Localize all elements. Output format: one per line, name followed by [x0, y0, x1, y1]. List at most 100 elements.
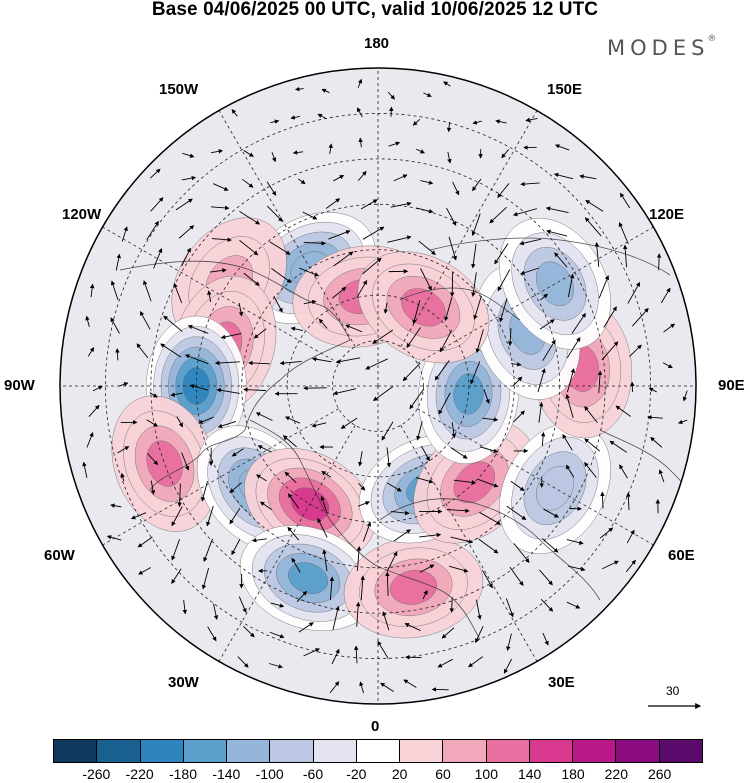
wind-arrow	[311, 422, 327, 428]
wind-arrow	[143, 280, 152, 302]
wind-arrow	[447, 151, 452, 164]
wind-arrow	[146, 220, 159, 240]
wind-arrow	[600, 491, 605, 509]
lon-label-180: 180	[364, 35, 390, 52]
wind-arrow	[298, 622, 314, 633]
wind-arrow	[287, 526, 300, 541]
wind-arrow	[328, 230, 351, 240]
colorbar	[53, 739, 703, 763]
wind-arrow	[631, 307, 649, 327]
wind-arrow	[136, 343, 149, 359]
wind-arrow	[619, 464, 628, 479]
wind-arrow	[255, 474, 267, 482]
wind-arrow	[479, 511, 502, 525]
wind-arrow	[237, 656, 249, 668]
wind-arrow	[355, 601, 361, 627]
wind-arrow	[290, 115, 301, 120]
wind-arrow	[359, 681, 365, 694]
wind-arrow	[269, 241, 291, 255]
wind-arrow	[200, 481, 208, 502]
wind-arrow	[220, 332, 242, 340]
wind-arrow	[471, 243, 477, 269]
wind-arrow	[353, 645, 359, 664]
wind-arrow	[171, 539, 181, 561]
wind-arrow	[619, 192, 631, 209]
wind-arrow	[520, 267, 540, 275]
wind-arrow	[540, 598, 554, 612]
wind-arrow	[663, 323, 676, 333]
wind-arrow	[239, 210, 261, 225]
wind-arrow	[243, 625, 255, 638]
wind-arrow	[284, 416, 301, 424]
wind-arrow	[266, 181, 277, 196]
wind-arrow	[647, 415, 663, 420]
colorbar-tick-label: -60	[302, 766, 324, 782]
wind-arrow	[269, 631, 285, 639]
wind-arrow	[677, 419, 688, 425]
wind-arrow	[385, 571, 390, 597]
wind-arrow	[216, 388, 240, 394]
wind-arrow	[303, 299, 317, 305]
wind-arrow	[650, 436, 663, 448]
wind-arrow	[537, 368, 546, 393]
wind-arrow	[475, 626, 484, 644]
wind-vectors	[82, 78, 688, 694]
wind-arrow	[520, 181, 540, 187]
wind-arrow	[625, 559, 636, 573]
wind-arrow	[627, 281, 641, 304]
wind-arrow	[279, 360, 302, 366]
wind-arrow	[150, 480, 156, 495]
wind-arrow	[615, 405, 631, 417]
colorbar-tick-label: 180	[561, 766, 585, 782]
wind-arrow	[390, 510, 410, 516]
wind-arrow	[505, 598, 514, 618]
wind-arrow	[475, 329, 484, 354]
wind-arrow	[115, 253, 121, 271]
wind-arrow	[360, 199, 378, 210]
graticule	[60, 68, 696, 704]
wind-arrow	[255, 412, 273, 421]
colorbar-tick-label: -100	[255, 766, 284, 782]
wind-arrow	[416, 421, 423, 441]
wind-arrow	[507, 328, 513, 347]
wind-arrow	[267, 205, 283, 222]
wind-arrow	[602, 560, 620, 570]
wind-arrow	[656, 253, 662, 271]
wind-arrow	[403, 679, 417, 688]
wind-arrow	[545, 206, 569, 213]
wind-arrow	[618, 222, 629, 245]
colorbar-tick-label: 20	[391, 766, 408, 782]
wind-arrow	[325, 198, 341, 209]
wind-arrow	[525, 117, 538, 123]
wind-arrow	[584, 405, 598, 423]
latitude-circle	[150, 158, 606, 614]
anomaly-contour	[146, 440, 183, 487]
wind-arrow	[187, 324, 209, 334]
wind-arrow	[482, 417, 499, 422]
colorbar-tick-label: -140	[212, 766, 241, 782]
modes-logo: MODES®	[607, 34, 717, 60]
wind-arrow	[599, 527, 614, 539]
wind-arrow	[538, 401, 544, 423]
wind-arrow	[386, 482, 402, 492]
wind-arrow	[372, 386, 394, 401]
wind-arrow	[189, 384, 208, 391]
wind-arrow	[470, 361, 481, 385]
wind-arrow	[294, 86, 304, 92]
wind-arrow	[138, 567, 152, 575]
anomaly-contour	[389, 569, 438, 605]
colorbar-swatch	[529, 740, 574, 762]
wind-arrow	[567, 565, 586, 572]
wind-arrow	[554, 144, 570, 151]
wind-arrow	[471, 272, 477, 297]
wind-arrow	[584, 217, 602, 237]
wind-arrow	[209, 268, 227, 273]
wind-arrow	[139, 311, 151, 330]
wind-arrow	[117, 446, 130, 454]
colorbar-tick-label: 100	[474, 766, 499, 782]
wind-arrow	[322, 549, 328, 572]
wind-arrow	[473, 295, 482, 320]
wind-arrow	[362, 226, 385, 240]
